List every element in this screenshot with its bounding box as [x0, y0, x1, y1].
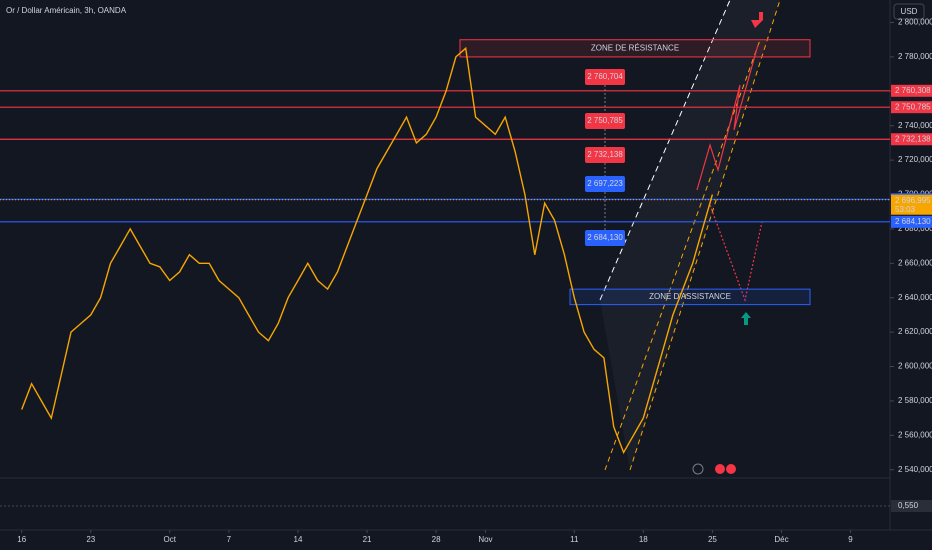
- trend-line: [629, 0, 781, 471]
- countdown: 53:03: [895, 205, 916, 214]
- level-label: 2 684,130: [895, 217, 931, 226]
- x-tick-label: 7: [227, 535, 232, 544]
- price-line: [21, 46, 714, 455]
- y-tick-label: 2 580,000: [898, 396, 932, 405]
- channel: [600, 0, 780, 470]
- y-tick-label: 2 720,000: [898, 155, 932, 164]
- x-tick-label: 16: [17, 535, 26, 544]
- event-icon: [715, 464, 725, 474]
- projection-arrow: [696, 44, 759, 191]
- note-box: [585, 147, 625, 163]
- level-label: 2 750,785: [895, 102, 931, 111]
- note-box: [585, 230, 625, 246]
- note-label: 2 697,223: [587, 179, 623, 188]
- projection-arrow: [709, 204, 763, 303]
- event-icon: [726, 464, 736, 474]
- x-tick-label: Déc: [774, 535, 788, 544]
- note-label: 2 732,138: [587, 150, 623, 159]
- y-tick-label: 2 640,000: [898, 293, 932, 302]
- y-tick-label: 2 660,000: [898, 258, 932, 267]
- note-box: [585, 113, 625, 129]
- note-label: 2 750,785: [587, 116, 623, 125]
- y-tick-label: 2 560,000: [898, 430, 932, 439]
- indicator-tag: [891, 500, 932, 512]
- currency-box: [893, 3, 925, 20]
- event-icon: [692, 463, 704, 475]
- last-price-label: 2 696,995: [895, 196, 931, 205]
- y-tick-label: 2 800,000: [898, 18, 932, 27]
- x-tick-label: 25: [708, 535, 717, 544]
- level-tag: [891, 101, 932, 114]
- y-tick-label: 2 540,000: [898, 465, 932, 474]
- y-tick-label: 2 620,000: [898, 327, 932, 336]
- y-tick-label: 2 740,000: [898, 121, 932, 130]
- level-label: 2 760,308: [895, 86, 931, 95]
- zone-label: ZONE D'ASSISTANCE: [649, 292, 731, 301]
- up-arrow-icon: [741, 312, 751, 325]
- x-tick-label: 9: [848, 535, 853, 544]
- x-tick-label: 28: [432, 535, 441, 544]
- y-tick-label: 2 680,000: [898, 224, 932, 233]
- x-tick-label: Nov: [478, 535, 492, 544]
- x-tick-label: 18: [639, 535, 648, 544]
- indicator-label: 0,550: [898, 501, 919, 510]
- x-tick-label: 14: [294, 535, 303, 544]
- level-tag: [891, 133, 932, 146]
- level-tag: [891, 215, 932, 228]
- note-label: 2 760,704: [587, 72, 623, 81]
- y-tick-label: 2 600,000: [898, 362, 932, 371]
- level-tag: [891, 84, 932, 97]
- level-label: 2 732,138: [895, 134, 931, 143]
- note-box: [585, 69, 625, 85]
- currency: USD: [901, 7, 918, 16]
- trend-line: [604, 39, 761, 471]
- down-arrow-icon: [751, 12, 763, 28]
- x-tick-label: 23: [86, 535, 95, 544]
- note-box: [585, 176, 625, 192]
- chart-title: Or / Dollar Américain, 3h, OANDA: [6, 6, 127, 15]
- last-price-tag: [891, 194, 932, 215]
- zone: [569, 288, 811, 306]
- x-tick-label: Oct: [163, 535, 176, 544]
- y-tick-label: 2 780,000: [898, 52, 932, 61]
- zone-label: ZONE DE RÉSISTANCE: [591, 43, 679, 52]
- x-tick-label: 11: [570, 535, 579, 544]
- trend-line: [599, 0, 731, 301]
- zone: [459, 39, 811, 58]
- x-tick-label: 21: [363, 535, 372, 544]
- note-label: 2 684,130: [587, 233, 623, 242]
